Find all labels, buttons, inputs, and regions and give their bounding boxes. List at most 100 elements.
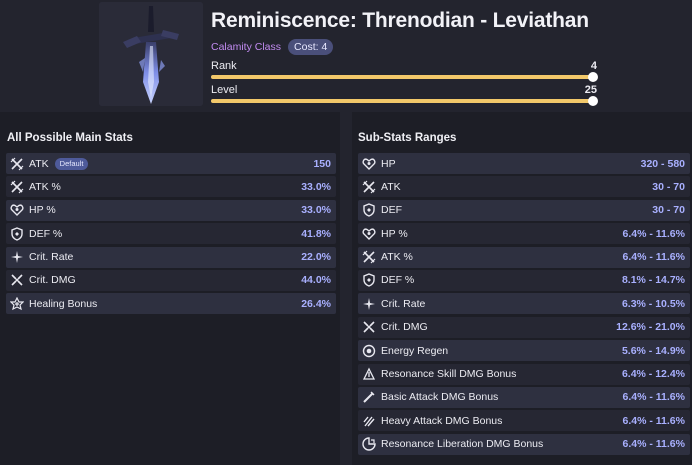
rank-label: Rank (211, 60, 237, 72)
sub-stat-label: DEF (381, 204, 402, 217)
default-badge: Default (54, 157, 89, 170)
main-stat-label: Crit. DMG (29, 274, 76, 287)
crit-dmg-icon (362, 320, 376, 334)
sub-stat-row: Resonance Liberation DMG Bonus 6.4% - 11.… (358, 433, 690, 455)
sub-stat-row: HP 320 - 580 (358, 153, 690, 174)
main-stat-row: Crit. DMG 44.0% (6, 269, 336, 291)
hp-icon (10, 203, 24, 217)
main-stats-list: ATK Default 150 ATK % 33.0% HP % 33.0% DEF % 41.… (6, 153, 336, 317)
rank-value: 4 (590, 60, 597, 72)
main-stat-row: Crit. Rate 22.0% (6, 246, 336, 268)
sub-stat-row: Heavy Attack DMG Bonus 6.4% - 11.6% (358, 410, 690, 432)
level-slider-handle[interactable] (588, 96, 598, 106)
atk-icon (10, 157, 24, 171)
level-value: 25 (584, 84, 597, 96)
sub-stat-value: 320 - 580 (640, 157, 685, 170)
heavy-attack-icon (362, 414, 376, 428)
atk-icon (362, 250, 376, 264)
sub-stat-label: Crit. DMG (381, 321, 428, 334)
sub-stat-row: ATK 30 - 70 (358, 176, 690, 198)
main-stat-value: 41.8% (301, 227, 331, 240)
main-stats-title: All Possible Main Stats (7, 132, 133, 144)
sub-stat-value: 6.4% - 11.6% (622, 227, 685, 240)
echo-artwork (99, 2, 203, 106)
sub-stat-value: 8.1% - 14.7% (621, 274, 685, 287)
sub-stat-label: HP (381, 157, 396, 170)
sub-stat-label: Heavy Attack DMG Bonus (381, 414, 503, 427)
main-stat-row: HP % 33.0% (6, 199, 336, 221)
atk-icon (10, 180, 24, 194)
main-stat-row: ATK % 33.0% (6, 176, 336, 198)
echo-title: Reminiscence: Threnodian - Leviathan (211, 9, 589, 32)
sub-stat-row: Basic Attack DMG Bonus 6.4% - 11.6% (358, 386, 690, 408)
sub-stat-label: Energy Regen (381, 344, 449, 357)
cost-badge: Cost: 4 (288, 39, 334, 55)
sub-stat-row: DEF 30 - 70 (358, 199, 690, 221)
main-stat-label: Crit. Rate (29, 251, 74, 264)
sub-stat-label: Resonance Skill DMG Bonus (381, 368, 517, 381)
main-stat-value: 22.0% (301, 251, 331, 264)
sub-stat-value: 6.4% - 11.6% (622, 391, 685, 404)
rank-slider[interactable] (211, 72, 598, 82)
sub-stats-list: HP 320 - 580 ATK 30 - 70 DEF 30 - 70 HP % 6.4% … (358, 153, 690, 457)
level-slider[interactable] (211, 96, 598, 106)
sub-stat-label: DEF % (381, 274, 415, 287)
energy-regen-icon (362, 344, 376, 358)
echo-header: Reminiscence: Threnodian - Leviathan Cal… (0, 0, 692, 112)
main-stat-label: HP % (29, 204, 56, 217)
sub-stat-value: 6.4% - 11.6% (622, 438, 685, 451)
sub-stat-label: Resonance Liberation DMG Bonus (381, 438, 544, 451)
sub-stat-row: HP % 6.4% - 11.6% (358, 223, 690, 245)
hp-icon (362, 157, 376, 171)
sub-stat-value: 30 - 70 (652, 204, 685, 217)
rank-slider-handle[interactable] (588, 72, 598, 82)
sub-stat-value: 12.6% - 21.0% (616, 321, 685, 334)
main-stat-value: 26.4% (301, 297, 331, 310)
sub-stat-row: Energy Regen 5.6% - 14.9% (358, 340, 690, 362)
sub-stat-label: ATK % (381, 251, 413, 264)
sub-stat-row: ATK % 6.4% - 11.6% (358, 246, 690, 268)
echo-class-row: Calamity Class Cost: 4 (211, 39, 334, 55)
main-stat-value: 33.0% (301, 180, 331, 193)
crit-rate-icon (362, 297, 376, 311)
main-stat-value: 44.0% (301, 274, 331, 287)
main-stat-value: 150 (313, 157, 331, 170)
main-stats-panel: All Possible Main Stats ATK Default 150 ATK… (0, 112, 340, 465)
atk-icon (362, 180, 376, 194)
sub-stats-title: Sub-Stats Ranges (358, 132, 457, 144)
liberation-icon (362, 437, 376, 451)
basic-attack-icon (362, 390, 376, 404)
crit-dmg-icon (10, 273, 24, 287)
hp-icon (362, 227, 376, 241)
main-stat-row: DEF % 41.8% (6, 223, 336, 245)
sub-stats-panel: Sub-Stats Ranges HP 320 - 580 ATK 30 - 70 DE… (352, 112, 692, 465)
main-stat-label: ATK (29, 157, 49, 170)
sub-stat-label: Crit. Rate (381, 297, 426, 310)
sub-stat-value: 6.4% - 11.6% (622, 414, 685, 427)
main-stat-value: 33.0% (301, 204, 331, 217)
crit-rate-icon (10, 250, 24, 264)
sub-stat-value: 6.4% - 12.4% (621, 368, 685, 381)
level-label: Level (211, 84, 238, 96)
class-label: Calamity Class (211, 41, 282, 53)
sub-stat-row: Crit. DMG 12.6% - 21.0% (358, 316, 690, 338)
main-stat-label: DEF % (29, 227, 63, 240)
sub-stat-label: ATK (381, 180, 401, 193)
rank-slider-fill (211, 75, 593, 79)
sub-stat-row: Crit. Rate 6.3% - 10.5% (358, 293, 690, 315)
def-icon (362, 203, 376, 218)
sub-stat-row: DEF % 8.1% - 14.7% (358, 269, 690, 291)
def-icon (10, 226, 24, 241)
level-slider-fill (211, 99, 593, 103)
sub-stat-value: 6.3% - 10.5% (621, 297, 685, 310)
healing-icon (9, 296, 25, 311)
main-stat-label: Healing Bonus (29, 297, 98, 310)
resonance-skill-icon (362, 367, 376, 381)
sub-stat-label: Basic Attack DMG Bonus (381, 391, 499, 404)
sub-stat-value: 5.6% - 14.9% (621, 344, 685, 357)
def-icon (362, 273, 376, 288)
sub-stat-row: Resonance Skill DMG Bonus 6.4% - 12.4% (358, 363, 690, 385)
main-stat-label: ATK % (29, 180, 61, 193)
sub-stat-value: 30 - 70 (652, 180, 685, 193)
sub-stat-label: HP % (381, 227, 408, 240)
